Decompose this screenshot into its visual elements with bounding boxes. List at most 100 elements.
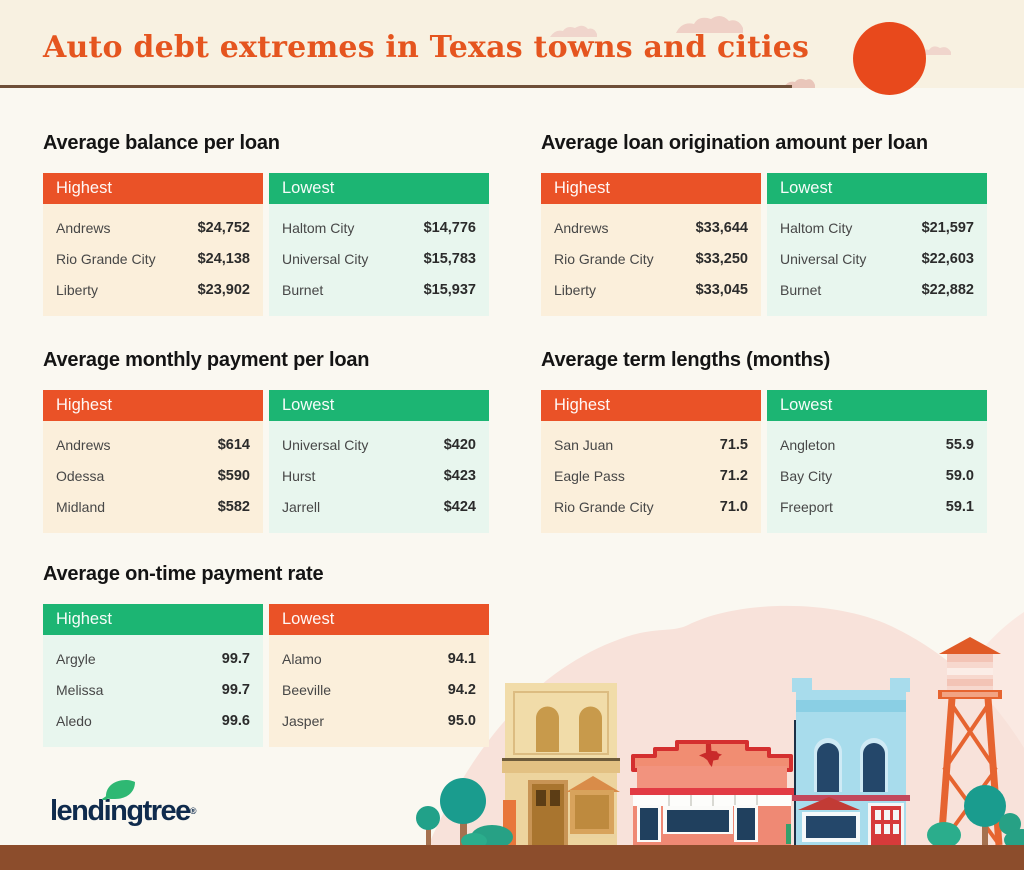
city-value: $420 (443, 436, 476, 453)
section-title: Average term lengths (months) (541, 349, 831, 371)
city-name: Andrews (56, 436, 111, 453)
city-value: 94.2 (447, 681, 476, 698)
section-monthly-payment: Average monthly payment per loan Highest… (43, 347, 493, 533)
city-value: 99.7 (221, 681, 250, 698)
table-body-lowest: Haltom City $21,597 Universal City $22,603 B… (767, 204, 987, 316)
city-value: $423 (443, 467, 476, 484)
city-value: 55.9 (945, 436, 974, 453)
city-name: Alamo (282, 650, 322, 667)
table-body-highest: Andrews $614 Odessa $590 Midland $582 (43, 421, 263, 533)
table-row: Haltom City $21,597 (780, 212, 974, 243)
table-row: Liberty $23,902 (56, 274, 250, 305)
city-name: Liberty (554, 281, 597, 298)
section-title: Average balance per loan (43, 132, 280, 154)
table-row: Rio Grande City $33,250 (554, 243, 748, 274)
city-name: Haltom City (282, 219, 355, 236)
city-name: Liberty (56, 281, 99, 298)
table-header-highest: Highest (541, 390, 761, 421)
city-value: 95.0 (447, 712, 476, 729)
town-illustration (0, 605, 1024, 870)
table-header-lowest: Lowest (767, 173, 987, 204)
city-name: Odessa (56, 467, 105, 484)
city-name: Universal City (282, 250, 369, 267)
term-lengths-highest-table: Highest San Juan 71.5 Eagle Pass 71.2 Rio Gr… (541, 390, 761, 533)
origination-lowest-table: Lowest Haltom City $21,597 Universal City $… (767, 173, 987, 316)
city-name: Universal City (282, 436, 369, 453)
city-value: $22,882 (921, 281, 974, 298)
city-value: $15,937 (423, 281, 476, 298)
registered-mark: ® (189, 806, 197, 816)
table-body-lowest: Haltom City $14,776 Universal City $15,783 B… (269, 204, 489, 316)
city-value: $33,045 (695, 281, 748, 298)
city-name: Burnet (780, 281, 822, 298)
city-name: Universal City (780, 250, 867, 267)
on-time-rate-highest-table: Highest Argyle 99.7 Melissa 99.7 Aledo 99.6 (43, 604, 263, 747)
section-title: Average monthly payment per loan (43, 349, 370, 371)
city-value: $14,776 (423, 219, 476, 236)
city-value: $23,902 (197, 281, 250, 298)
table-pair: Highest Andrews $614 Odessa $590 Midland $582… (43, 390, 493, 533)
city-value: 59.1 (945, 498, 974, 515)
table-row: Haltom City $14,776 (282, 212, 476, 243)
sun-icon (853, 22, 926, 95)
table-body-lowest: Angleton 55.9 Bay City 59.0 Freeport 59.1 (767, 421, 987, 533)
table-row: Angleton 55.9 (780, 429, 974, 460)
city-value: $614 (217, 436, 250, 453)
table-header-highest: Highest (43, 173, 263, 204)
table-row: Aledo 99.6 (56, 705, 250, 736)
table-row: Midland $582 (56, 491, 250, 522)
city-name: Eagle Pass (554, 467, 625, 484)
city-name: Andrews (56, 219, 111, 236)
logo-text: lendingtree (50, 795, 191, 827)
table-row: Liberty $33,045 (554, 274, 748, 305)
table-pair: Highest Andrews $24,752 Rio Grande City $24… (43, 173, 493, 316)
on-time-rate-lowest-table: Lowest Alamo 94.1 Beeville 94.2 Jasper 95.0 (269, 604, 489, 747)
city-value: 71.5 (719, 436, 748, 453)
city-name: Burnet (282, 281, 324, 298)
city-name: Hurst (282, 467, 316, 484)
table-row: Argyle 99.7 (56, 643, 250, 674)
table-row: Hurst $423 (282, 460, 476, 491)
cactus-icon (786, 824, 791, 844)
table-header-lowest: Lowest (269, 604, 489, 635)
table-body-lowest: Alamo 94.1 Beeville 94.2 Jasper 95.0 (269, 635, 489, 747)
page-title: Auto debt extremes in Texas towns and ci… (43, 30, 810, 65)
section-term-lengths: Average term lengths (months) Highest Sa… (541, 347, 991, 533)
section-origination: Average loan origination amount per loan… (541, 130, 991, 316)
table-row: Bay City 59.0 (780, 460, 974, 491)
table-body-highest: Andrews $24,752 Rio Grande City $24,138 Libe… (43, 204, 263, 316)
table-body-highest: Andrews $33,644 Rio Grande City $33,250 Libe… (541, 204, 761, 316)
city-value: $24,752 (197, 219, 250, 236)
city-name: Beeville (282, 681, 332, 698)
table-body-highest: Argyle 99.7 Melissa 99.7 Aledo 99.6 (43, 635, 263, 747)
section-balance: Average balance per loan Highest Andrews… (43, 130, 493, 316)
city-value: $33,644 (695, 219, 748, 236)
city-value: 99.7 (221, 650, 250, 667)
table-row: Freeport 59.1 (780, 491, 974, 522)
table-row: Beeville 94.2 (282, 674, 476, 705)
section-title: Average loan origination amount per loan (541, 132, 928, 154)
texas-icon (699, 744, 722, 767)
city-value: 99.6 (221, 712, 250, 729)
table-header-highest: Highest (43, 390, 263, 421)
city-name: Freeport (780, 498, 833, 515)
table-row: Odessa $590 (56, 460, 250, 491)
city-name: Angleton (780, 436, 836, 453)
header-divider (0, 85, 792, 88)
table-header-highest: Highest (43, 604, 263, 635)
table-header-lowest: Lowest (269, 173, 489, 204)
city-name: Rio Grande City (554, 250, 654, 267)
lendingtree-logo: lendingtree® (50, 780, 197, 828)
table-pair: Highest San Juan 71.5 Eagle Pass 71.2 Rio Gr… (541, 390, 991, 533)
table-header-highest: Highest (541, 173, 761, 204)
city-value: $15,783 (423, 250, 476, 267)
balance-highest-table: Highest Andrews $24,752 Rio Grande City $24… (43, 173, 263, 316)
city-value: $24,138 (197, 250, 250, 267)
city-value: 59.0 (945, 467, 974, 484)
city-name: Argyle (56, 650, 96, 667)
table-row: Rio Grande City 71.0 (554, 491, 748, 522)
city-value: $590 (217, 467, 250, 484)
monthly-payment-highest-table: Highest Andrews $614 Odessa $590 Midland $582 (43, 390, 263, 533)
table-row: San Juan 71.5 (554, 429, 748, 460)
city-value: 94.1 (447, 650, 476, 667)
